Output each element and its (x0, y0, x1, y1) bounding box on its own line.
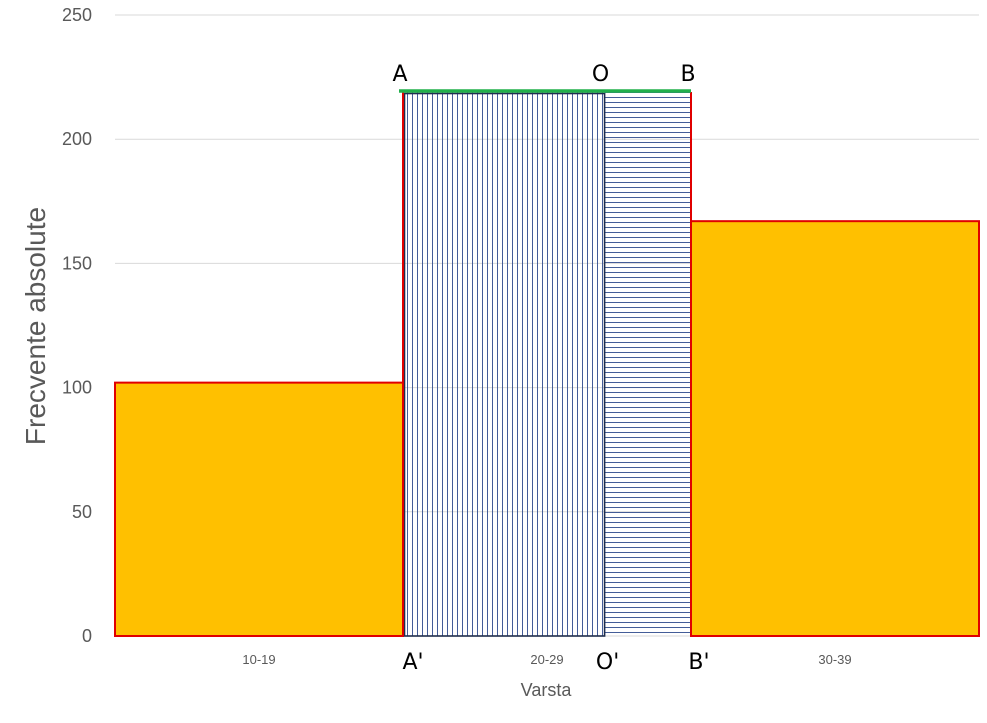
bars (114, 89, 980, 637)
bar-hatched-right (604, 92, 691, 636)
y-axis-ticks: 0 50 100 150 200 250 (62, 5, 92, 646)
bar-30-39 (690, 220, 980, 637)
point-label-bottom: O' (596, 650, 619, 675)
y-tick-label: 250 (62, 5, 92, 25)
x-axis-categories: 10-19 20-29 30-39 (242, 652, 851, 667)
point-label-top: O (592, 62, 609, 87)
bar-hatched-left (403, 92, 605, 636)
point-annotations: A O B A' O' B' (392, 62, 709, 675)
bar-10-19 (114, 381, 404, 637)
y-tick-label: 150 (62, 253, 92, 273)
point-label-bottom: A' (402, 650, 423, 675)
y-axis-label: Frecvente absolute (20, 207, 51, 445)
bar-20-29 (399, 89, 692, 637)
point-label-bottom: B' (688, 650, 709, 675)
y-tick-label: 50 (72, 502, 92, 522)
x-tick-label: 20-29 (530, 652, 563, 667)
y-tick-label: 100 (62, 378, 92, 398)
point-label-top: A (392, 62, 407, 87)
y-tick-label: 0 (82, 626, 92, 646)
rectangle-aa-oo (403, 92, 606, 637)
point-label-top: B (680, 62, 695, 87)
y-tick-label: 200 (62, 129, 92, 149)
x-tick-label: 30-39 (818, 652, 851, 667)
x-axis-label: Varsta (521, 680, 573, 700)
x-tick-label: 10-19 (242, 652, 275, 667)
